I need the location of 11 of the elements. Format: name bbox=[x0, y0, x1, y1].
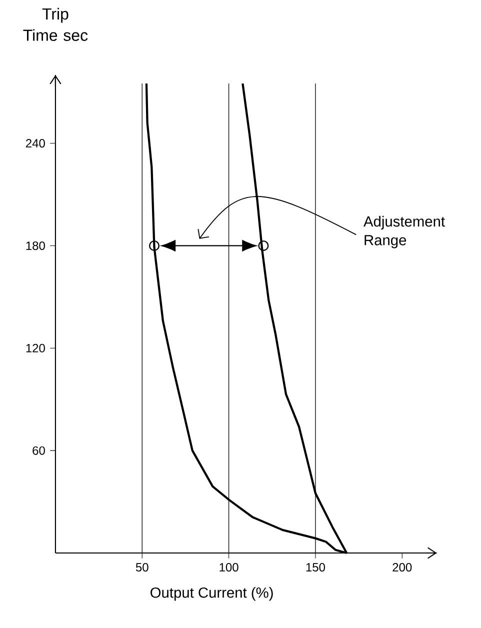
x-tick-label: 50 bbox=[136, 563, 148, 572]
x-axis-title: Output Current (%) bbox=[150, 587, 273, 601]
x-tick-label: 100 bbox=[220, 563, 238, 572]
y-tick-label: 240 bbox=[26, 139, 45, 148]
x-tick-label: 200 bbox=[392, 563, 412, 572]
x-tick-label: 150 bbox=[306, 563, 326, 572]
annotation: Adjustement Range bbox=[364, 216, 445, 248]
y-tick-label: 60 bbox=[32, 446, 45, 455]
y-tick-label: 180 bbox=[26, 241, 45, 250]
y-tick-label: 120 bbox=[26, 344, 45, 352]
y-axis-title: Trip Time sec bbox=[23, 8, 88, 41]
